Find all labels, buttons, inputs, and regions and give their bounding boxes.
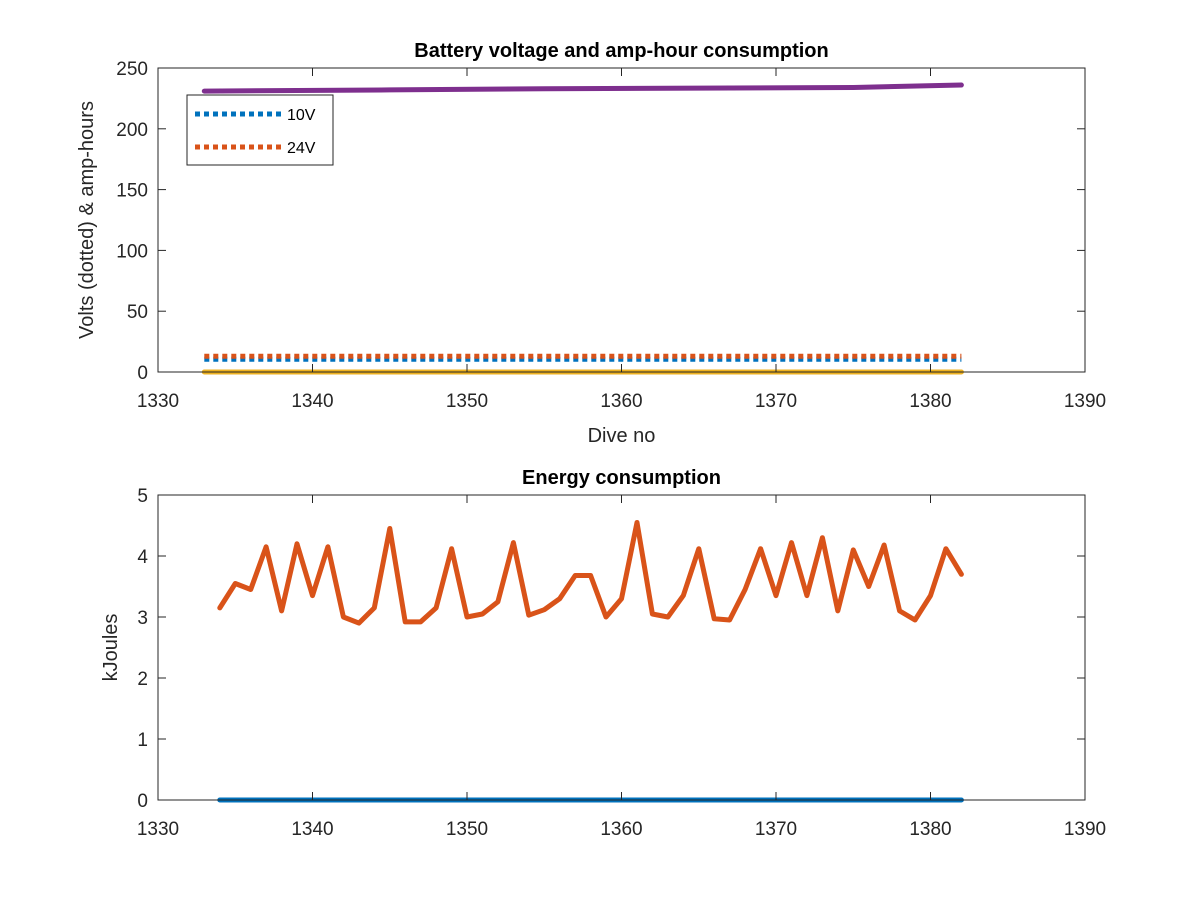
chart-1: 1330 1340 1350 1360 1370 1380 1390 0 50 100 150 200…	[76, 40, 1106, 447]
legend-label: 24V	[287, 140, 316, 157]
chart-title: Battery voltage and amp-hour consumption	[414, 40, 828, 62]
legend-label: 10V	[287, 107, 316, 124]
y-tick-label: 250	[116, 59, 148, 80]
x-tick-label: 1340	[291, 819, 333, 840]
x-tick-label: 1380	[909, 391, 951, 412]
x-axis-label: Dive no	[588, 425, 656, 447]
y-tick-label: 50	[127, 302, 148, 323]
x-tick-label: 1330	[137, 391, 179, 412]
y-tick-label: 0	[137, 363, 148, 384]
y-axis-label: kJoules	[100, 614, 122, 682]
x-tick-label: 1350	[446, 391, 488, 412]
y-tick-label: 4	[137, 547, 148, 568]
x-tick-label: 1390	[1064, 391, 1106, 412]
y-tick-label: 5	[137, 486, 148, 507]
chart-2: 1330 1340 1350 1360 1370 1380 1390 0 1 2 3 4 5 Energy…	[100, 467, 1106, 840]
x-tick-label: 1340	[291, 391, 333, 412]
x-tick-label: 1390	[1064, 819, 1106, 840]
x-tick-label: 1350	[446, 819, 488, 840]
axes-frame	[157, 494, 1086, 801]
y-tick-label: 150	[116, 181, 148, 202]
y-axis-label: Volts (dotted) & amp-hours	[76, 101, 98, 339]
x-tick-label: 1380	[909, 819, 951, 840]
legend: 10V 24V	[186, 94, 334, 166]
series-line-2	[217, 520, 964, 626]
y-tick-label: 3	[137, 608, 148, 629]
legend-box	[186, 94, 334, 166]
y-tick-label: 200	[116, 120, 148, 141]
y-tick-label: 2	[137, 669, 148, 690]
y-tick-label: 1	[137, 730, 148, 751]
x-tick-label: 1370	[755, 391, 797, 412]
y-tick-label: 0	[137, 791, 148, 812]
y-tick-label: 100	[116, 241, 148, 262]
series-line-4	[201, 82, 964, 94]
x-tick-label: 1370	[755, 819, 797, 840]
chart-title: Energy consumption	[522, 467, 721, 489]
x-tick-label: 1330	[137, 819, 179, 840]
x-tick-label: 1360	[600, 391, 642, 412]
x-tick-label: 1360	[600, 819, 642, 840]
